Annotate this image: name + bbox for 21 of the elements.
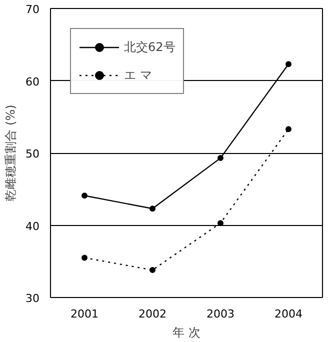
y-tick-label: 60 bbox=[26, 75, 40, 88]
legend-label: 北交62号 bbox=[124, 38, 176, 56]
y-tick-label: 50 bbox=[26, 148, 40, 160]
y-axis-title: 乾雌穂重割合 (%) bbox=[4, 104, 18, 202]
x-axis-title: 年 次 bbox=[172, 326, 200, 340]
x-tick-label: 2001 bbox=[70, 308, 99, 320]
legend-label: エ マ bbox=[124, 66, 152, 84]
point bbox=[218, 220, 224, 226]
y-tick-label: 40 bbox=[26, 220, 40, 233]
point bbox=[286, 61, 292, 68]
x-tick-label: 2002 bbox=[138, 308, 167, 320]
point bbox=[82, 192, 88, 199]
y-tick-label: 30 bbox=[26, 292, 40, 305]
point bbox=[82, 254, 88, 261]
point bbox=[150, 206, 156, 212]
point bbox=[150, 267, 156, 274]
point bbox=[286, 126, 292, 132]
x-tick-label: 2004 bbox=[274, 308, 303, 320]
x-tick-label: 2003 bbox=[206, 308, 235, 320]
point bbox=[218, 155, 224, 162]
y-tick-label: 70 bbox=[26, 3, 40, 16]
